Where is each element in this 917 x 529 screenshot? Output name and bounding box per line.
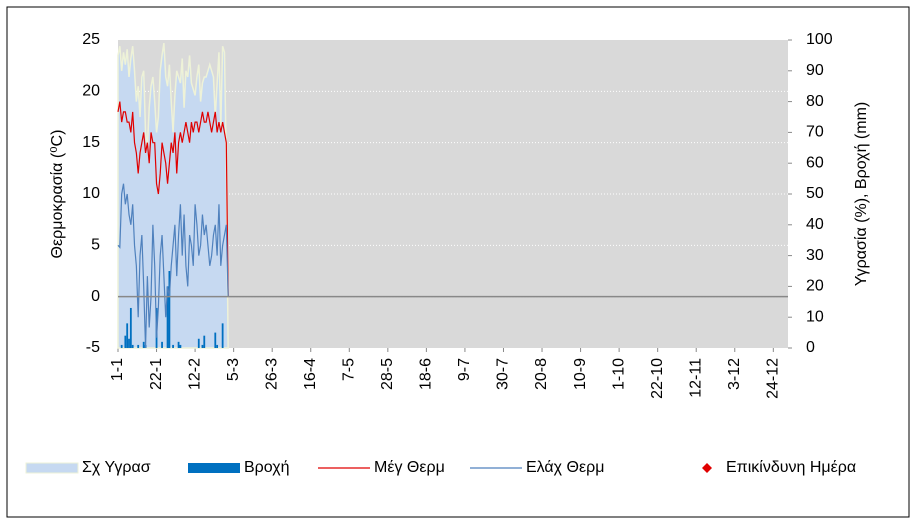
bar: [161, 341, 163, 348]
bar: [124, 335, 127, 348]
bar: [216, 344, 219, 348]
x-tick-label: 22-10: [649, 358, 666, 399]
y2-tick-label: 90: [806, 62, 824, 79]
y2-tick-label: 50: [806, 185, 824, 202]
y2-tick-label: 10: [806, 308, 824, 325]
bar: [177, 341, 180, 348]
x-tick-label: 24-12: [765, 358, 782, 399]
y-tick-label: 5: [91, 237, 100, 254]
legend-swatch: [188, 463, 240, 473]
y-tick-label: 15: [82, 134, 100, 151]
legend-label: Μέγ Θερμ: [374, 459, 445, 476]
bar: [126, 323, 129, 348]
bar: [179, 344, 182, 348]
legend-label: Σχ Υγρασ: [82, 459, 151, 476]
legend-label: Επικίνδυνη Ημέρα: [726, 459, 856, 476]
y-tick-label: 0: [91, 288, 100, 305]
x-tick-label: 12-2: [186, 358, 203, 390]
bar: [129, 307, 132, 348]
x-tick-label: 18-6: [418, 358, 435, 390]
x-tick-label: 1-1: [109, 358, 126, 381]
x-tick-label: 20-8: [533, 358, 550, 390]
y2-axis-title: Υγρασία (%), Βροχή (mm): [853, 102, 870, 286]
line: [117, 183, 229, 349]
y2-tick-label: 60: [806, 154, 824, 171]
x-tick-label: 22-1: [148, 358, 165, 390]
legend-label: Ελάχ Θερμ: [526, 459, 604, 476]
x-tick-label: 16-4: [302, 358, 319, 390]
x-tick-label: 3-12: [726, 358, 743, 390]
y-axis-title: Θερμοκρασία (⁰C): [49, 130, 66, 259]
y2-tick-label: 100: [806, 31, 833, 48]
y2-tick-label: 80: [806, 93, 824, 110]
bar: [137, 344, 140, 348]
bar: [131, 344, 134, 348]
line: [117, 101, 229, 297]
bar: [203, 335, 206, 348]
bar: [172, 344, 174, 348]
y-tick-label: 10: [82, 185, 100, 202]
legend-swatch: [702, 463, 712, 473]
legend-label: Βροχή: [244, 459, 290, 476]
y2-tick-label: 30: [806, 247, 824, 264]
bar: [197, 338, 200, 348]
bar: [166, 286, 169, 348]
y2-tick-label: 40: [806, 216, 824, 233]
x-tick-label: 12-11: [687, 358, 704, 398]
y-tick-label: 25: [82, 31, 100, 48]
legend-swatch: [25, 462, 79, 474]
bar: [214, 332, 217, 348]
x-tick-label: 5-3: [225, 358, 242, 381]
y2-tick-label: 0: [806, 339, 815, 356]
bar: [221, 323, 224, 348]
y-tick-label: 20: [82, 83, 100, 100]
x-tick-label: 28-5: [379, 358, 396, 390]
x-tick-label: 26-3: [263, 358, 280, 390]
x-tick-label: 7-5: [341, 358, 358, 381]
bar: [168, 271, 171, 348]
bar: [128, 338, 130, 348]
bar: [120, 344, 123, 348]
x-tick-label: 9-7: [456, 358, 473, 381]
y2-tick-label: 70: [806, 124, 824, 141]
bar: [142, 341, 145, 348]
bar: [201, 344, 204, 348]
x-tick-label: 30-7: [495, 358, 512, 390]
x-tick-label: 10-9: [572, 358, 589, 390]
y-tick-label: -5: [86, 339, 100, 356]
y2-tick-label: 20: [806, 278, 824, 295]
x-tick-label: 1-10: [610, 358, 627, 390]
